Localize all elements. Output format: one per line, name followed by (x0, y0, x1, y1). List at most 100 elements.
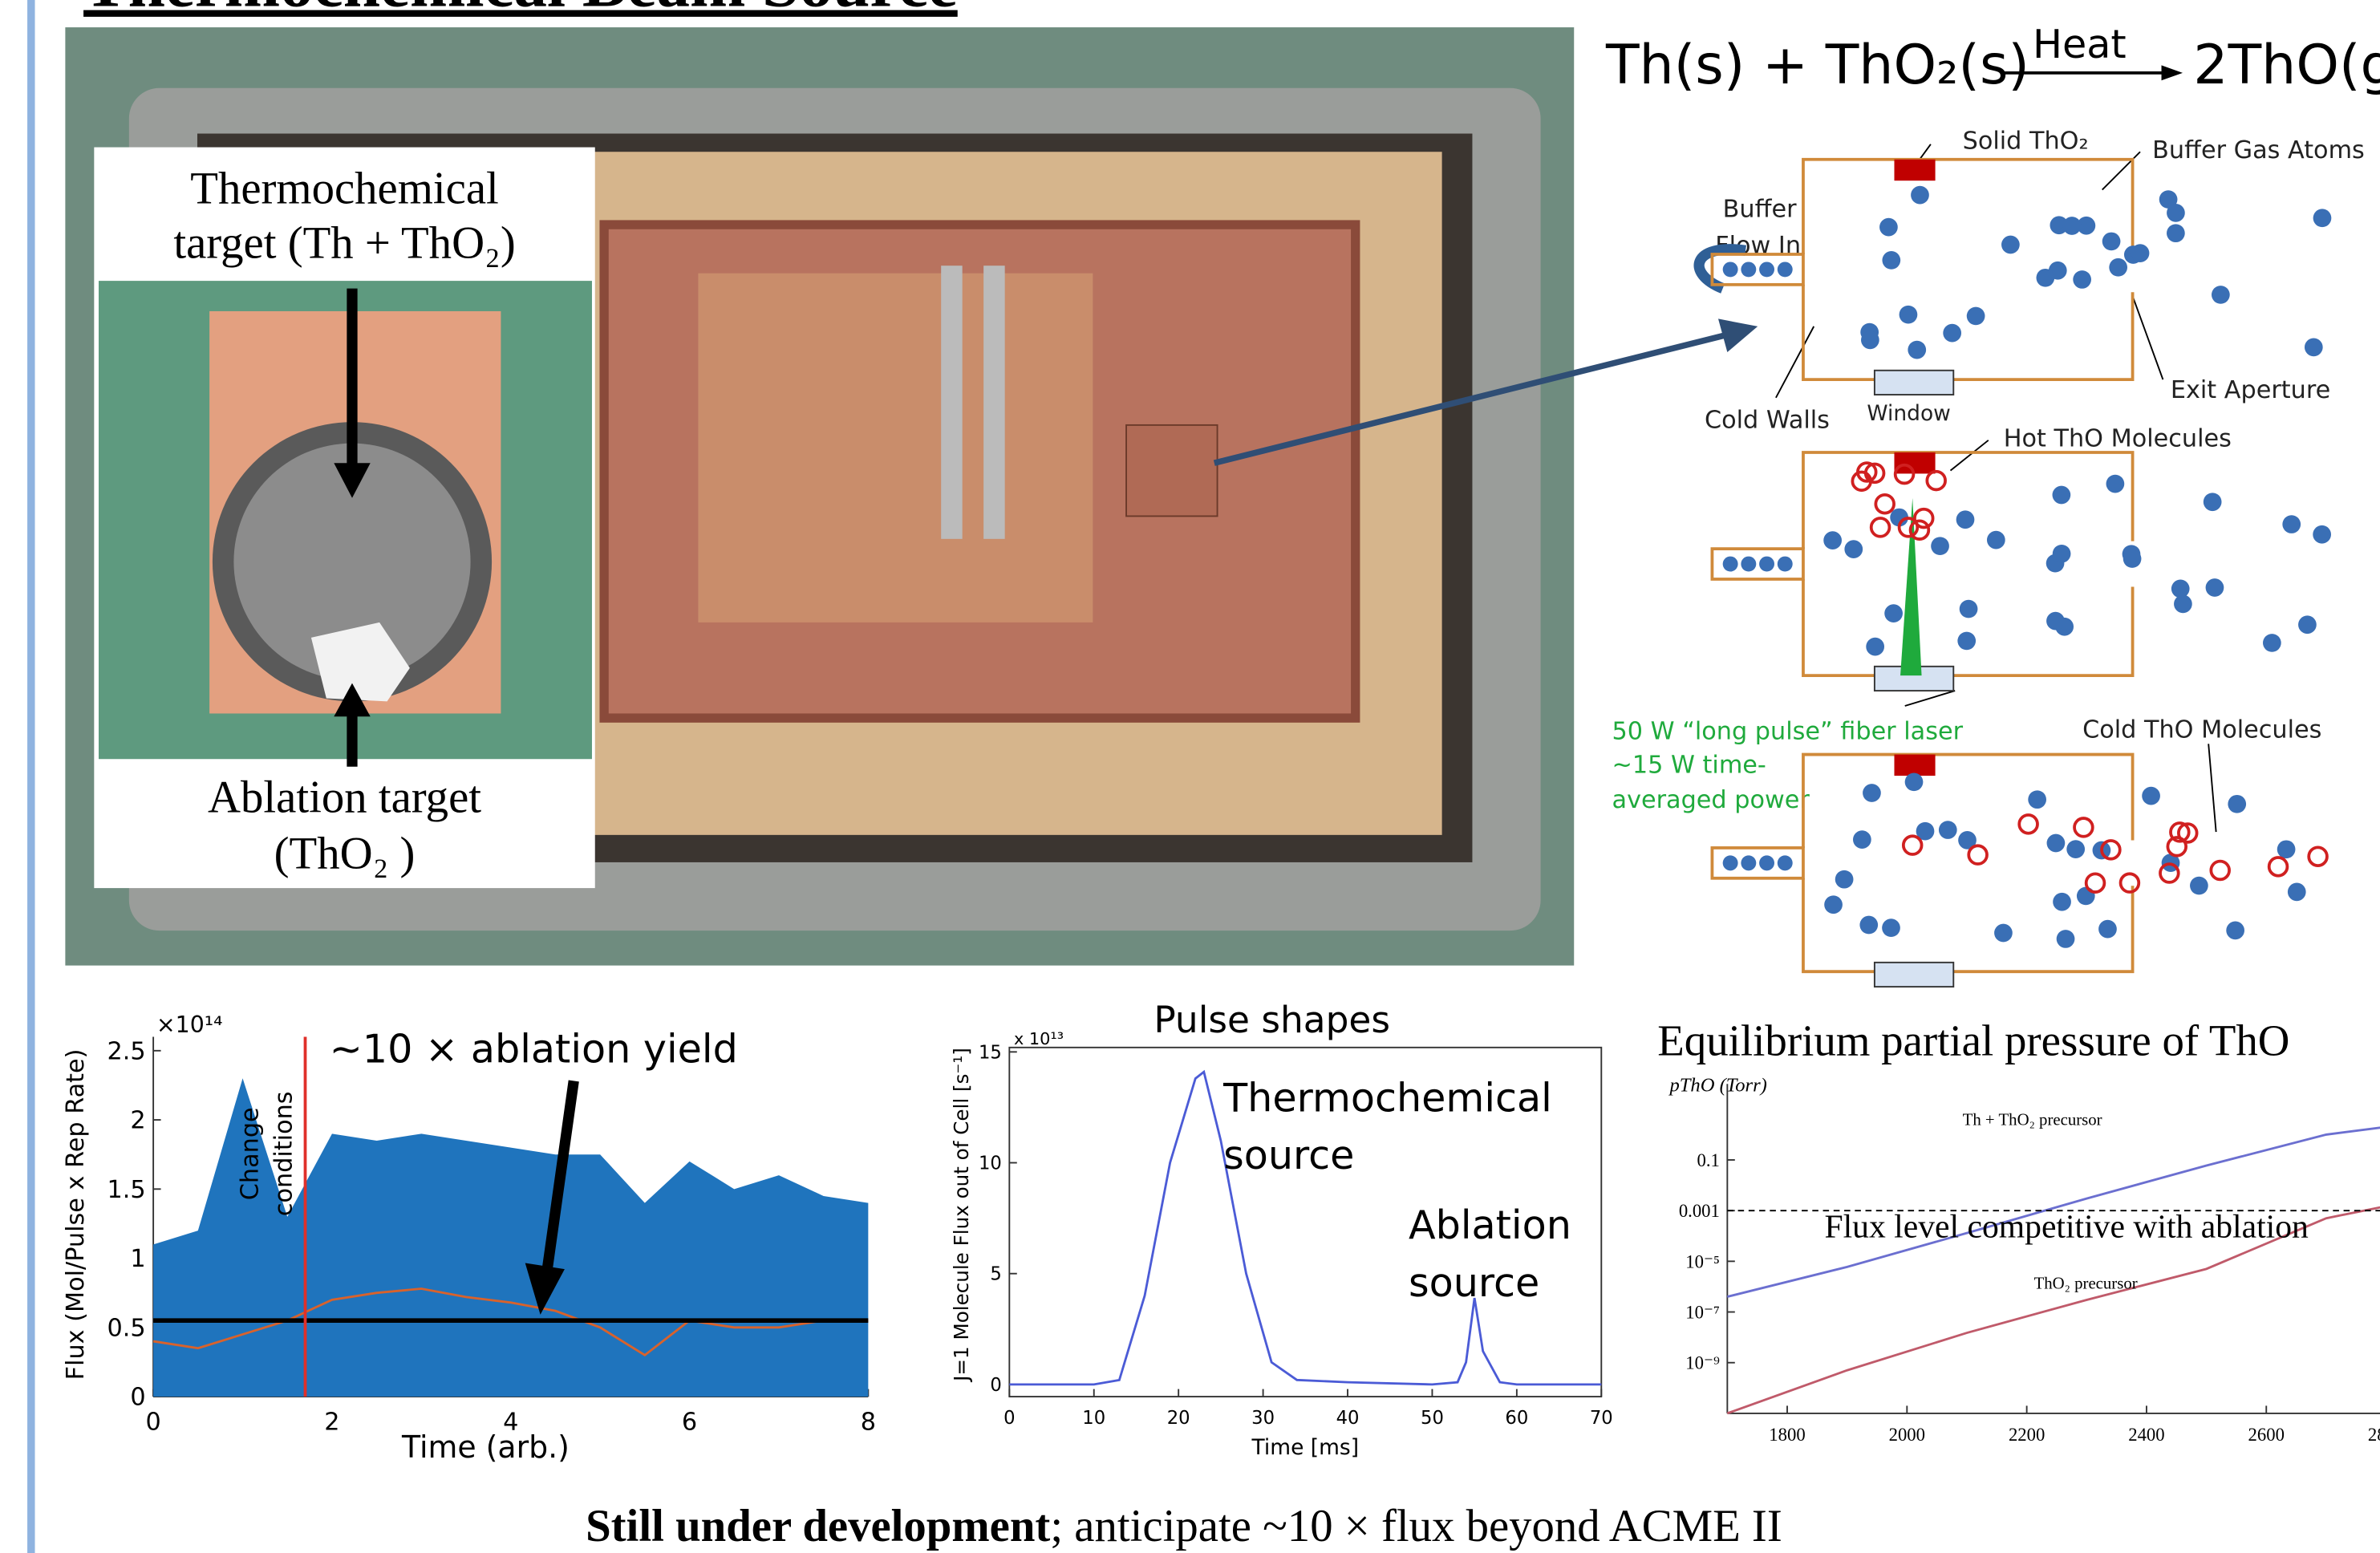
x-tick-label: 10 (1082, 1408, 1105, 1429)
buffer-atom (2028, 790, 2046, 809)
buffer-atom (1908, 341, 1926, 359)
buffer-atom (1960, 600, 1978, 618)
chart-title: Pulse shapes (1154, 999, 1390, 1041)
y-tick-label: 0.001 (1679, 1201, 1720, 1221)
buffer-atom (2313, 209, 2332, 227)
inlet-atom (1759, 262, 1774, 277)
x-tick-label: 1800 (1769, 1425, 1805, 1445)
buffer-atom (1882, 251, 1900, 270)
diagram-label: Hot ThO Molecules (2004, 424, 2232, 452)
buffer-atom (2305, 338, 2323, 356)
laser-label: averaged power (1612, 786, 1810, 814)
inlet-atom (1759, 557, 1774, 572)
annotation: ∼10 × ablation yield (330, 1026, 738, 1073)
x-tick-label: 6 (682, 1409, 697, 1437)
y-tick-label: 1 (130, 1245, 145, 1273)
photo-label: Thermochemical (190, 164, 499, 214)
inlet-atom (1778, 855, 1793, 870)
y-tick-label: 0 (130, 1384, 145, 1412)
y-scale-label: ×10¹⁴ (156, 1012, 223, 1038)
window (1875, 963, 1953, 987)
buffer-atom (1844, 540, 1863, 558)
side-bar (27, 0, 34, 1553)
y-tick-label: 0.5 (107, 1314, 146, 1342)
buffer-atom (1866, 638, 1884, 656)
buffer-atom (2282, 515, 2301, 533)
y-axis-title: J=1 Molecule Flux out of Cell [s⁻¹] (950, 1048, 973, 1383)
inlet-atom (1723, 855, 1738, 870)
buffer-atom (2047, 834, 2066, 853)
buffer-atom (2063, 217, 2082, 235)
y-tick-label: 10⁻⁵ (1685, 1251, 1720, 1271)
x-tick-label: 0 (1003, 1408, 1015, 1429)
buffer-atom (1967, 307, 1985, 326)
buffer-atom (2073, 270, 2091, 289)
buffer-atom (2053, 893, 2071, 911)
annotation: source (1223, 1132, 1354, 1178)
x-tick-label: 50 (1421, 1408, 1444, 1429)
buffer-atom (2226, 922, 2244, 940)
buffer-atom (2212, 286, 2230, 304)
y-tick-label: 0.1 (1697, 1150, 1720, 1170)
x-tick-label: 20 (1167, 1408, 1190, 1429)
buffer-atom (2277, 840, 2296, 858)
buffer-atom (2053, 545, 2071, 563)
x-tick-label: 2600 (2248, 1425, 2285, 1445)
buffer-atom (1861, 330, 1879, 349)
solid-tho2 (1894, 160, 1935, 180)
inlet-atom (1778, 262, 1793, 277)
y-tick-label: 10⁻⁹ (1685, 1353, 1720, 1373)
y-tick-label: 5 (990, 1264, 1001, 1285)
inlet-atom (1741, 855, 1756, 870)
buffer-atom (2204, 493, 2222, 511)
buffer-atom (2171, 580, 2190, 598)
buffer-atom (2036, 269, 2054, 287)
footer-text: ; anticipate ~10 × flux beyond ACME II (1050, 1501, 1782, 1551)
x-tick-label: 70 (1590, 1408, 1613, 1429)
inlet-atom (1723, 262, 1738, 277)
annotation: Flux level competitive with ablation (1824, 1208, 2309, 1245)
buffer-atom (1863, 784, 1881, 802)
x-tick-label: 30 (1251, 1408, 1275, 1429)
diagram-label: Buffer (1723, 196, 1797, 224)
y-axis-title: Flux (Mol/Pulse x Rep Rate) (62, 1049, 90, 1381)
photo-label: Ablation target (208, 772, 481, 822)
diagram-label: Cold ThO Molecules (2082, 716, 2321, 744)
annotation: Thermochemical (1222, 1074, 1552, 1121)
x-tick-label: 8 (861, 1409, 876, 1437)
buffer-atom (2109, 258, 2127, 277)
photo-label: (ThO₂ ) (274, 828, 416, 878)
buffer-atom (2066, 840, 2085, 858)
buffer-atom (2167, 224, 2185, 242)
buffer-atom (1879, 218, 1898, 237)
x-axis-title: Time [ms] (1251, 1435, 1359, 1460)
buffer-atom (2167, 204, 2185, 222)
buffer-atom (2131, 244, 2150, 262)
buffer-atom (1882, 918, 1900, 937)
buffer-atom (2190, 877, 2208, 895)
buffer-atom (1987, 531, 2005, 549)
reaction-arrow-label: Heat (2033, 21, 2127, 67)
buffer-atom (2098, 920, 2117, 939)
x-tick-label: 40 (1336, 1408, 1360, 1429)
buffer-atom (2102, 233, 2121, 251)
x-tick-label: 2800 (2368, 1425, 2380, 1445)
y-tick-label: 0 (990, 1375, 1001, 1396)
rod (983, 266, 1004, 539)
buffer-atom (1824, 895, 1843, 914)
x-tick-label: 60 (1505, 1408, 1528, 1429)
rack-inner (698, 274, 1093, 622)
buffer-atom (2174, 595, 2192, 614)
y-tick-label: 2.5 (107, 1037, 146, 1065)
buffer-atom (2057, 930, 2075, 948)
inlet-atom (1778, 557, 1793, 572)
annotation: Th + ThO₂ precursor (1963, 1109, 2102, 1129)
x-tick-label: 2200 (2009, 1425, 2045, 1445)
y-tick-label: 10 (979, 1153, 1002, 1174)
buffer-atom (2313, 525, 2331, 544)
buffer-atom (2298, 615, 2317, 634)
slide: Thermochemical Beam Source Thermochemica… (0, 0, 2380, 1553)
buffer-atom (1957, 632, 1976, 651)
y-tick-label: 1.5 (107, 1176, 146, 1204)
inlet-atom (1759, 855, 1774, 870)
